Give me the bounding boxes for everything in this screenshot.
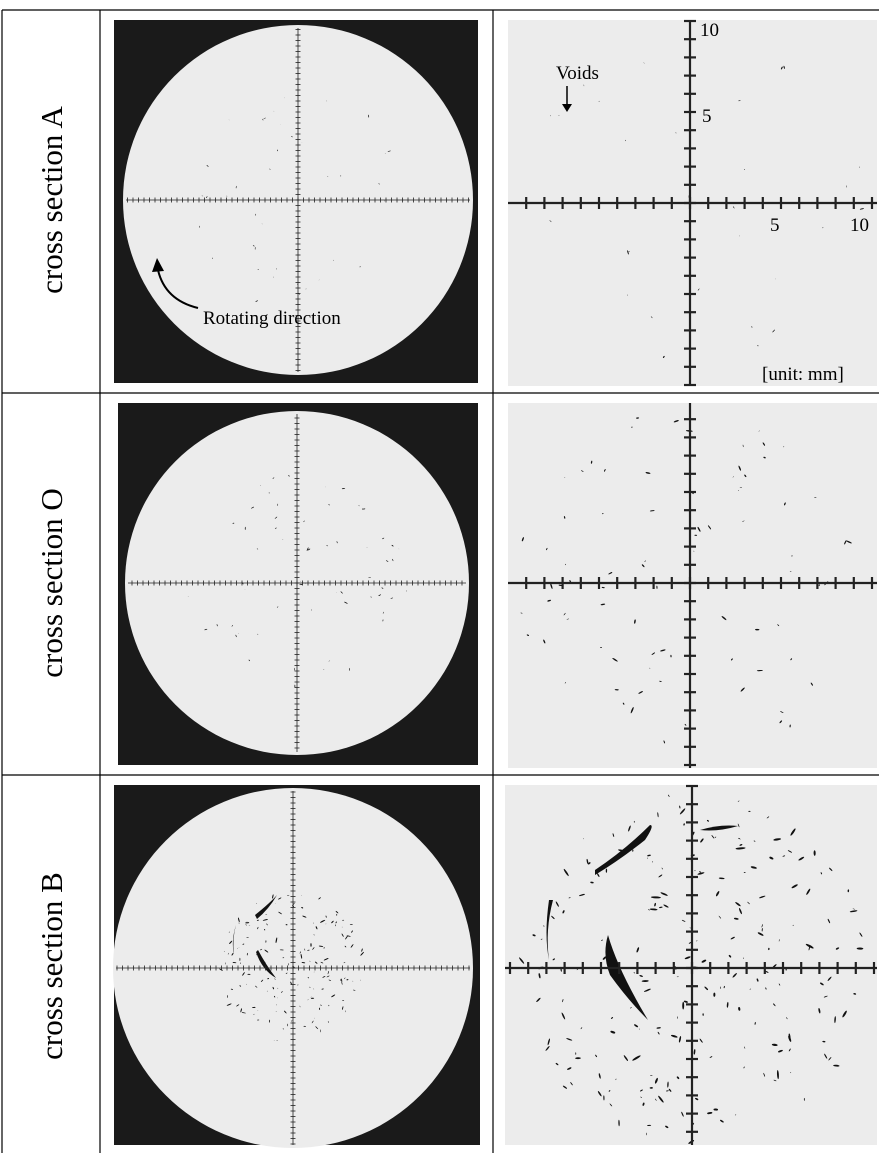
unit-label: [unit: mm] bbox=[762, 364, 844, 385]
rotating-label: Rotating direction bbox=[203, 308, 341, 329]
images bbox=[113, 20, 877, 1148]
voids-label: Voids bbox=[556, 63, 599, 84]
row-label: cross section A bbox=[34, 106, 69, 294]
axis-label: 10 bbox=[850, 215, 869, 236]
void bbox=[755, 629, 759, 630]
row-label: cross section B bbox=[34, 872, 69, 1060]
axis-label: 10 bbox=[700, 20, 719, 41]
figure: cross section A cross section O cross se… bbox=[0, 0, 879, 1153]
void bbox=[336, 914, 337, 916]
axis-label: 5 bbox=[702, 106, 712, 127]
row-label: cross section O bbox=[34, 488, 69, 677]
axis-label: 5 bbox=[770, 215, 780, 236]
